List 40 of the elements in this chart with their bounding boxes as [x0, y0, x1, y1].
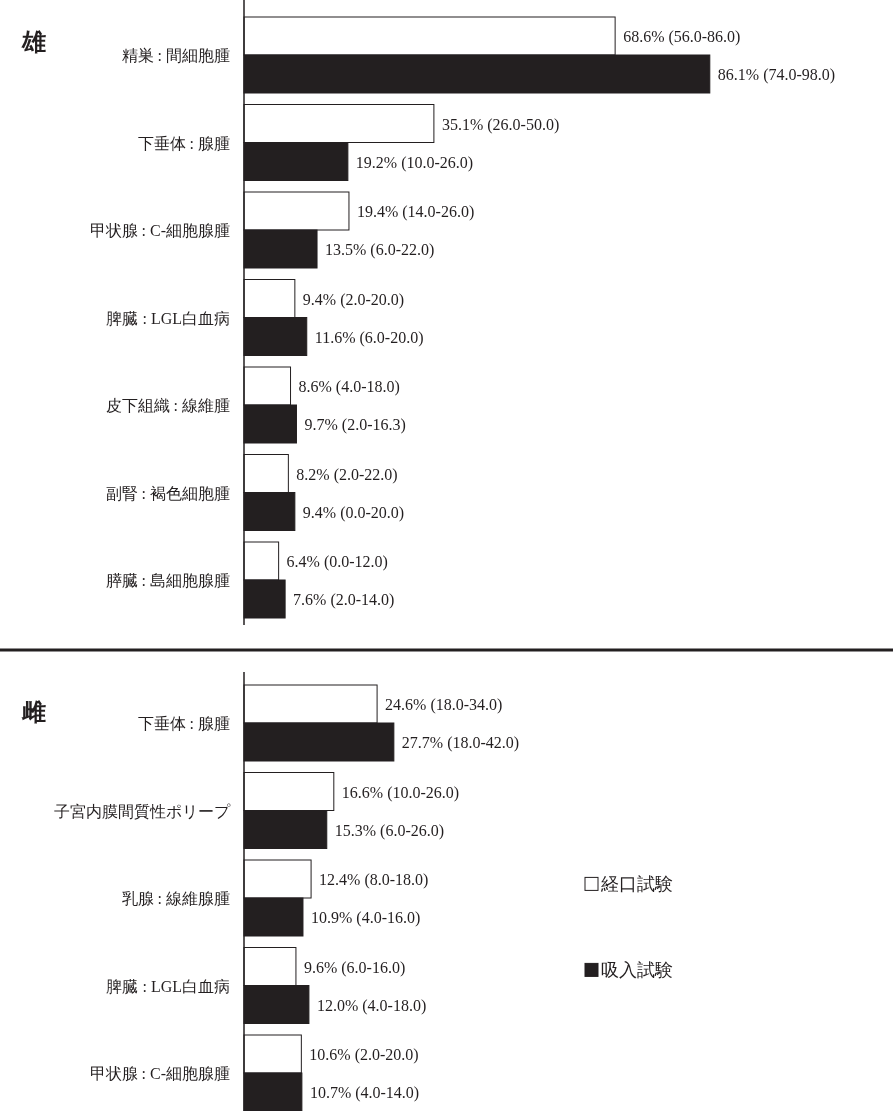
data-label: 15.3% (6.0-26.0)	[334, 821, 445, 840]
y-tick-label: 下垂体 : 腺腫	[137, 134, 230, 152]
data-label: 35.1% (26.0-50.0)	[441, 115, 560, 134]
data-label: 10.7% (4.0-14.0)	[309, 1084, 420, 1102]
data-label: 86.1% (74.0-98.0)	[717, 66, 836, 84]
data-label: 13.5% (6.0-22.0)	[325, 241, 435, 259]
legend-label: 経口試験	[600, 874, 673, 895]
data-label: 8.6% (4.0-18.0)	[298, 378, 400, 396]
y-tick-label: 脾臓 : LGL白血病	[106, 309, 230, 327]
data-label: 6.4% (0.0-12.0)	[286, 553, 388, 571]
data-label: 24.6% (18.0-34.0)	[385, 696, 503, 714]
y-tick-label: 膵臓 : 島細胞腺腫	[105, 572, 230, 589]
data-label: 27.7% (18.0-42.0)	[401, 734, 520, 752]
y-tick-label: 甲状腺 : C-細胞腺腫	[89, 222, 230, 239]
y-tick-label: 甲状腺 : C-細胞腺腫	[89, 1065, 230, 1082]
y-tick-label: 脾臓 : LGL白血病	[106, 977, 230, 995]
data-label: 7.6% (2.0-14.0)	[293, 591, 395, 609]
data-label: 8.2% (2.0-22.0)	[296, 465, 398, 484]
y-tick-label: 下垂体 : 腺腫	[137, 715, 230, 732]
data-label: 11.6% (6.0-20.0)	[314, 328, 424, 347]
data-label: 12.0% (4.0-18.0)	[316, 996, 427, 1015]
data-label: 19.2% (10.0-26.0)	[355, 153, 474, 172]
data-label: 68.6% (56.0-86.0)	[623, 28, 741, 46]
data-label: 9.4% (0.0-20.0)	[302, 503, 405, 522]
data-label: 12.4% (8.0-18.0)	[319, 871, 429, 889]
data-label: 10.9% (4.0-16.0)	[310, 909, 421, 927]
data-label: 9.7% (2.0-16.3)	[304, 416, 406, 434]
y-tick-label: 副腎 : 褐色細胞腫	[105, 484, 230, 502]
data-label: 9.6% (6.0-16.0)	[303, 958, 406, 977]
y-tick-label: 子宮内膜間質性ポリープ	[54, 802, 231, 820]
data-label: 9.4% (2.0-20.0)	[302, 290, 405, 309]
data-label: 19.4% (14.0-26.0)	[356, 203, 475, 221]
text: 雄	[21, 29, 46, 55]
data-label: 10.6% (2.0-20.0)	[309, 1046, 419, 1064]
text: 雌	[21, 699, 46, 725]
y-tick-label: 皮下組織 : 線維腫	[105, 397, 230, 414]
data-label: 16.6% (10.0-26.0)	[341, 783, 460, 802]
y-tick-label: 乳腺 : 線維腺腫	[121, 890, 230, 907]
y-tick-label: 精巣 : 間細胞腫	[121, 47, 230, 64]
legend-label: 吸入試験	[601, 960, 673, 981]
